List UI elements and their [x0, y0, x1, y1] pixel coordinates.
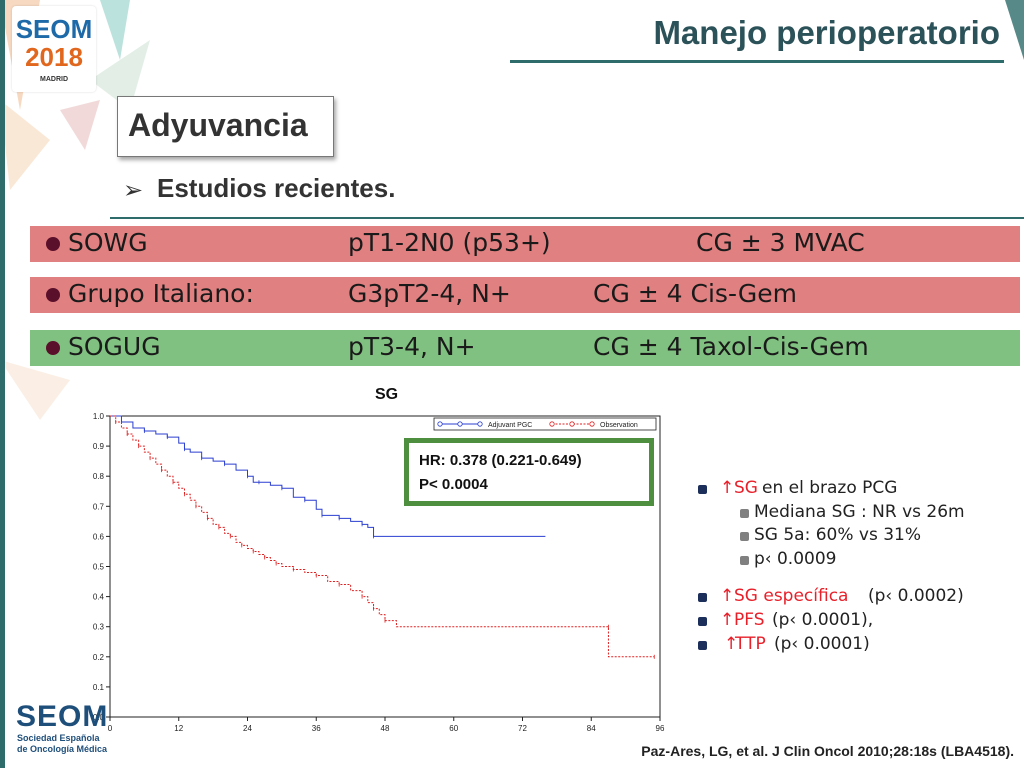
- x-tick-label: 84: [587, 724, 596, 733]
- result-text: (p‹ 0.0002): [868, 586, 964, 606]
- y-tick-label: 0.2: [93, 653, 105, 662]
- bullet-dot-icon: [46, 341, 60, 355]
- series-line-observation: [110, 415, 655, 658]
- y-tick-label: 0.7: [93, 502, 105, 511]
- bullet-square-icon: [698, 641, 707, 650]
- result-highlight: TTP: [735, 634, 766, 654]
- result-text: (p‹ 0.0001): [774, 634, 870, 654]
- seom-footer-subtitle: de Oncología Médica: [17, 744, 108, 754]
- x-tick-label: 72: [518, 724, 527, 733]
- title-underline: [510, 60, 1004, 63]
- y-tick-label: 0.1: [93, 683, 105, 692]
- trial-name: SOGUG: [68, 332, 161, 361]
- up-arrow-icon: ↑: [720, 586, 735, 606]
- legend-label: Observation: [600, 422, 638, 429]
- y-tick-label: 0.8: [93, 472, 105, 481]
- x-tick-label: 36: [312, 724, 321, 733]
- y-tick-label: 0.6: [93, 532, 105, 541]
- hazard-ratio-text: HR: 0.378 (0.221-0.649): [419, 452, 582, 469]
- trial-arms: CG ± 4 Taxol-Cis-Gem: [593, 332, 869, 361]
- trial-row: Grupo Italiano: G3pT2-4, N+ CG ± 4 Cis-G…: [30, 277, 1020, 313]
- y-tick-label: 0.4: [93, 593, 105, 602]
- y-tick-label: 0.9: [93, 442, 105, 451]
- logo-year: 2018: [25, 42, 83, 72]
- hazard-ratio-box: HR: 0.378 (0.221-0.649) P< 0.0004: [404, 438, 654, 506]
- x-tick-label: 0: [108, 724, 113, 733]
- bullet-square-icon: [740, 556, 749, 565]
- y-tick-label: 0.3: [93, 623, 105, 632]
- legend-marker: [477, 421, 483, 427]
- result-text: p‹ 0.0009: [754, 549, 837, 569]
- legend-marker: [457, 421, 463, 427]
- series-line-adjuvant-pgc: [110, 415, 546, 537]
- trial-row: SOGUG pT3-4, N+ CG ± 4 Taxol-Cis-Gem: [30, 330, 1020, 366]
- up-arrow-icon: ↑: [720, 478, 735, 498]
- section-title: Adyuvancia: [128, 107, 308, 143]
- legend-marker: [589, 421, 595, 427]
- legend-marker: [549, 421, 555, 427]
- bullet-square-icon: [740, 509, 749, 518]
- y-tick-label: 1.0: [93, 412, 105, 421]
- trial-arms: CG ± 4 Cis-Gem: [593, 279, 797, 308]
- result-highlight: SG: [734, 478, 758, 498]
- seom-footer-logo: SEOM: [16, 700, 109, 733]
- result-text: (p‹ 0.0001),: [772, 610, 874, 630]
- bullet-square-icon: [740, 532, 749, 541]
- legend-marker: [437, 421, 443, 427]
- bullet-square-icon: [698, 485, 707, 494]
- legend-box: [433, 417, 657, 431]
- section-box: Adyuvancia: [117, 96, 334, 157]
- y-tick-label: 0.5: [93, 563, 105, 572]
- bullet-dot-icon: [46, 288, 60, 302]
- legend-marker: [569, 421, 575, 427]
- result-text: en el brazo PCG: [762, 478, 898, 498]
- seom-footer-subtitle: Sociedad Española: [17, 733, 100, 743]
- seom-2018-logo: SEOM 2018 MADRID: [12, 6, 96, 92]
- trial-name: SOWG: [68, 228, 148, 257]
- arrow-bullet-icon: ➢: [123, 177, 144, 204]
- logo-city: MADRID: [40, 76, 68, 83]
- left-accent-bar: [0, 0, 5, 768]
- chart-title: SG: [375, 386, 399, 403]
- legend-label: Adjuvant PGC: [488, 422, 532, 429]
- result-text: SG 5a: 60% vs 31%: [754, 525, 922, 545]
- result-highlight: PFS: [734, 610, 765, 630]
- bullet-text: Estudios recientes.: [157, 173, 396, 203]
- result-highlight: SG específica: [734, 586, 849, 606]
- trial-name: Grupo Italiano:: [68, 279, 254, 308]
- up-arrow-icon: ↑: [724, 634, 739, 654]
- bullet-square-icon: [698, 617, 707, 626]
- trial-population: pT3-4, N+: [348, 332, 476, 361]
- up-arrow-icon: ↑: [720, 610, 735, 630]
- x-tick-label: 96: [656, 724, 665, 733]
- slide-title: Manejo perioperatorio: [653, 14, 1000, 51]
- bullet-dot-icon: [46, 237, 60, 251]
- trial-population: pT1-2N0 (p53+): [348, 228, 551, 257]
- x-tick-label: 48: [381, 724, 390, 733]
- result-text: Mediana SG : NR vs 26m: [754, 502, 965, 522]
- trial-population: G3pT2-4, N+: [348, 279, 511, 308]
- trial-row: SOWG pT1-2N0 (p53+) CG ± 3 MVAC: [30, 226, 1020, 262]
- band-divider: [110, 217, 1024, 219]
- x-tick-label: 60: [449, 724, 458, 733]
- citation: Paz-Ares, LG, et al. J Clin Oncol 2010;2…: [641, 743, 1014, 759]
- y-tick-label: 0.0: [93, 713, 105, 722]
- p-value-text: P< 0.0004: [419, 476, 488, 493]
- trial-arms: CG ± 3 MVAC: [696, 228, 865, 257]
- x-tick-label: 12: [174, 724, 183, 733]
- bullet-square-icon: [698, 593, 707, 602]
- logo-brand: SEOM: [15, 14, 93, 44]
- x-tick-label: 24: [243, 724, 252, 733]
